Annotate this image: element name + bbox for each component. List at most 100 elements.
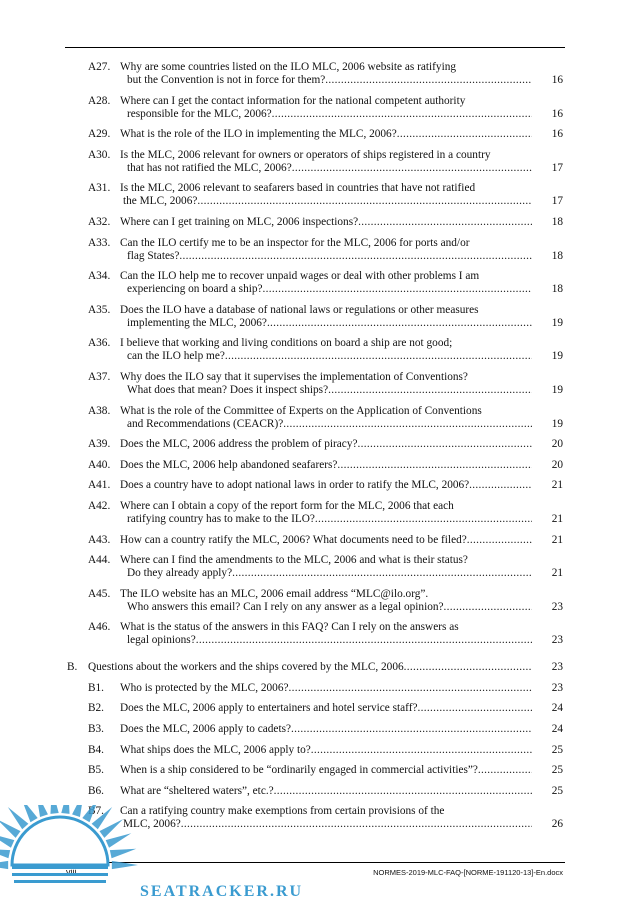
entry-title: When is a ship considered to be “ordinar… — [120, 764, 478, 777]
entry-title-line: What is the role of the Committee of Exp… — [120, 404, 482, 417]
dot-leader — [196, 634, 532, 647]
toc-entry[interactable]: B7. Can a ratifying country make exemptio… — [65, 805, 565, 831]
toc-entry[interactable]: A31. Is the MLC, 2006 relevant to seafare… — [65, 182, 565, 208]
page-number: 18 — [551, 215, 563, 228]
page-number: 26 — [551, 818, 563, 831]
toc-entry[interactable]: A41. Does a country have to adopt nationa… — [65, 479, 565, 492]
entry-title-line: Does the ILO have a database of national… — [120, 303, 479, 316]
entry-title-line: The ILO website has an MLC, 2006 email a… — [120, 587, 429, 600]
sun-ray — [7, 807, 29, 830]
toc-entry[interactable]: B2. Does the MLC, 2006 apply to entertain… — [65, 702, 565, 715]
dot-leader — [315, 513, 532, 526]
entry-number: A32. — [88, 215, 111, 228]
dot-leader — [267, 317, 532, 330]
page-number: 16 — [551, 107, 563, 120]
entry-title: Does a country have to adopt national la… — [120, 479, 470, 492]
page-number: 18 — [551, 283, 563, 296]
page-number: 23 — [551, 600, 563, 613]
toc-entry[interactable]: A36. I believe that working and living co… — [65, 337, 565, 363]
entry-title: MLC, 2006? — [123, 818, 181, 831]
entry-title: Where can I get training on MLC, 2006 in… — [120, 215, 359, 228]
entry-number: A45. — [88, 587, 111, 600]
toc-entry[interactable]: A34. Can the ILO help me to recover unpai… — [65, 270, 565, 296]
entry-number: A30. — [88, 148, 111, 161]
toc-entry[interactable]: A29. What is the role of the ILO in imple… — [65, 128, 565, 141]
toc-entry[interactable]: B6. What are “sheltered waters”, etc.? 25 — [65, 785, 565, 798]
entry-number: A39. — [88, 438, 111, 451]
dot-leader — [478, 764, 532, 777]
toc-entry[interactable]: B5. When is a ship considered to be “ordi… — [65, 764, 565, 777]
dot-leader — [272, 108, 532, 121]
footer-page-number: viii — [66, 867, 77, 877]
page-number: 16 — [551, 74, 563, 86]
toc-entry[interactable]: A42. Where can I obtain a copy of the rep… — [65, 500, 565, 526]
entry-title: the MLC, 2006? — [123, 195, 198, 208]
sun-ray — [50, 805, 59, 814]
entry-number: A37. — [88, 370, 111, 383]
toc-entry[interactable]: A43. How can a country ratify the MLC, 20… — [65, 534, 565, 547]
page-number: 16 — [551, 128, 563, 141]
entry-title: What are “sheltered waters”, etc.? — [120, 784, 274, 797]
toc-entry[interactable]: B3. Does the MLC, 2006 apply to cadets? 24 — [65, 723, 565, 736]
dot-leader — [467, 534, 532, 547]
entry-number: A44. — [88, 554, 111, 567]
entry-title-line: What is the status of the answers in thi… — [120, 621, 459, 634]
page-number: 17 — [551, 195, 563, 208]
sun-ray — [0, 820, 21, 838]
entry-number: B4. — [88, 743, 105, 756]
toc-entry[interactable]: A27. Why are some countries listed on the… — [65, 61, 565, 87]
toc-entry[interactable]: B1. Who is protected by the MLC, 2006? 23 — [65, 682, 565, 695]
entry-title: What does that mean? Does it inspect shi… — [127, 383, 329, 396]
dot-leader — [404, 661, 532, 674]
dot-leader — [418, 702, 532, 715]
toc-entry[interactable]: A39. Does the MLC, 2006 address the probl… — [65, 438, 565, 451]
entry-number: B7. — [88, 805, 105, 818]
watermark-text: SEATRACKER.RU — [140, 883, 304, 900]
footer-rule — [65, 862, 565, 863]
toc-entry[interactable]: A40. Does the MLC, 2006 help abandoned se… — [65, 459, 565, 472]
entry-number: A36. — [88, 337, 111, 350]
entry-number: B6. — [88, 784, 105, 797]
entry-number: B. — [67, 661, 78, 674]
toc-entry[interactable]: A33. Can the ILO certify me to be an insp… — [65, 237, 565, 263]
entry-number: A41. — [88, 479, 111, 492]
dot-leader — [397, 128, 532, 141]
entry-title-line: Why are some countries listed on the ILO… — [120, 61, 457, 73]
toc-entry[interactable]: A37. Why does the ILO say that it supervi… — [65, 371, 565, 397]
toc-entry[interactable]: A32. Where can I get training on MLC, 200… — [65, 216, 565, 229]
toc-entry[interactable]: B4. What ships does the MLC, 2006 apply t… — [65, 744, 565, 757]
sun-ray — [23, 805, 38, 823]
page-number: 24 — [551, 702, 563, 715]
entry-title: Does the MLC, 2006 apply to cadets? — [120, 723, 291, 736]
dot-leader — [283, 418, 532, 431]
dot-leader — [358, 438, 533, 451]
page-number: 18 — [551, 249, 563, 262]
entry-title: that has not ratified the MLC, 2006? — [127, 161, 292, 174]
page-number: 21 — [551, 479, 563, 492]
toc-entry[interactable]: A35. Does the ILO have a database of nati… — [65, 304, 565, 330]
entry-title: Do they already apply? — [127, 567, 233, 580]
toc-entry[interactable]: A30. Is the MLC, 2006 relevant for owners… — [65, 149, 565, 175]
toc-section[interactable]: B. Questions about the workers and the sh… — [65, 661, 565, 674]
entry-title: Does the MLC, 2006 help abandoned seafar… — [120, 458, 338, 471]
entry-title: What is the role of the ILO in implement… — [120, 128, 397, 141]
entry-title-line: Is the MLC, 2006 relevant for owners or … — [120, 148, 491, 161]
toc-entry[interactable]: A38. What is the role of the Committee of… — [65, 405, 565, 431]
toc-entry[interactable]: A44. Where can I find the amendments to t… — [65, 554, 565, 580]
entry-title: Does the MLC, 2006 apply to entertainers… — [120, 702, 418, 715]
dot-leader — [469, 479, 532, 492]
toc-entry[interactable]: A45. The ILO website has an MLC, 2006 ema… — [65, 588, 565, 614]
toc-entry[interactable]: A28. Where can I get the contact informat… — [65, 95, 565, 121]
entry-title: responsible for the MLC, 2006? — [127, 107, 272, 120]
header-rule — [65, 47, 565, 48]
entry-title-line: I believe that working and living condit… — [120, 337, 453, 350]
entry-number: A35. — [88, 303, 111, 316]
toc-entry[interactable]: A46. What is the status of the answers in… — [65, 621, 565, 647]
page-number: 19 — [551, 383, 563, 396]
entry-title-line: Can the ILO certify me to be an inspecto… — [120, 236, 470, 249]
entry-number: A43. — [88, 533, 111, 546]
entry-number: B1. — [88, 681, 105, 694]
entry-number: A34. — [88, 270, 111, 283]
dot-leader — [197, 195, 532, 208]
dot-leader — [358, 216, 532, 229]
